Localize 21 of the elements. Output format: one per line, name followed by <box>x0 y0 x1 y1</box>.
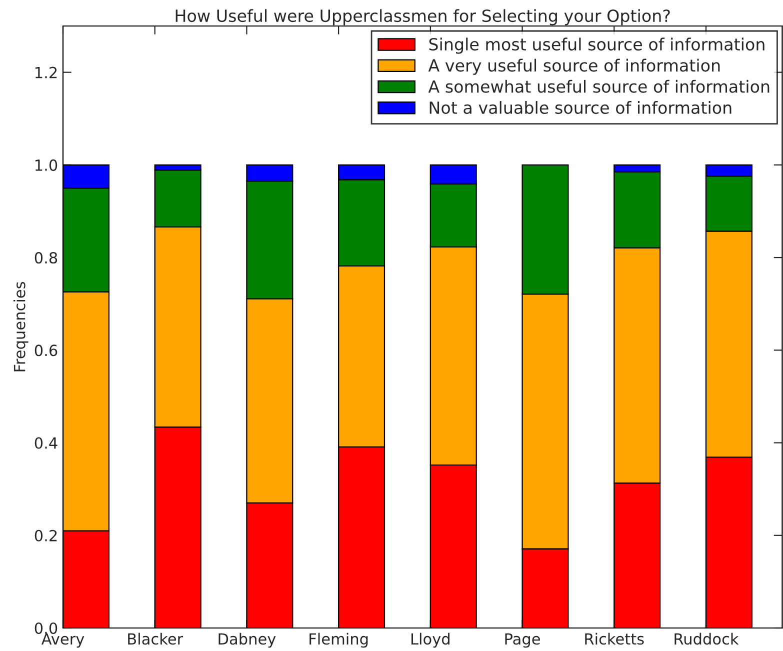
x-tick-label: Lloyd <box>411 632 450 648</box>
y-axis-title: Frequencies <box>14 282 28 372</box>
x-tick-label: Avery <box>41 633 84 648</box>
y-tick-label: 0.4 <box>34 437 58 449</box>
x-tick-label: Page <box>505 633 540 648</box>
x-tick-label: Ruddock <box>674 632 739 645</box>
y-tick-label: 0.8 <box>34 252 58 264</box>
legend-label: A somewhat useful source of information <box>428 80 770 93</box>
x-tick-label: Fleming <box>310 632 368 648</box>
x-tick-label: Ricketts <box>585 632 644 645</box>
chart-title: How Useful were Upperclassmen for Selecting your Option? <box>176 9 670 26</box>
y-tick-label: 0.0 <box>34 622 58 634</box>
y-tick-label: 0.6 <box>34 344 58 356</box>
y-tick-label: 0.2 <box>34 530 57 542</box>
y-tick-label: 1.0 <box>36 159 58 171</box>
legend-label: Not a valuable source of information <box>430 101 732 114</box>
legend-label: Single most useful source of information <box>429 38 764 54</box>
x-tick-label: Blacker <box>128 632 184 645</box>
y-tick-label: 1.2 <box>36 66 57 78</box>
legend-label: A very useful source of information <box>428 58 720 75</box>
x-tick-label: Dabney <box>218 632 276 648</box>
